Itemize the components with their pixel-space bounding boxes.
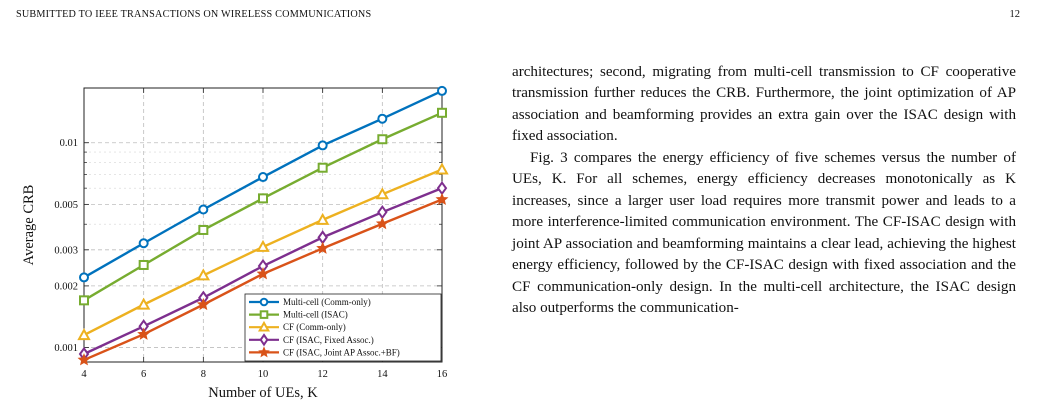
data-point — [138, 259, 149, 270]
legend-marker — [259, 333, 269, 347]
data-point — [256, 239, 270, 252]
y-tick-label: 0.01 — [60, 138, 78, 149]
data-point — [377, 134, 388, 145]
y-tick-label: 0.002 — [54, 281, 78, 292]
x-tick-label: 10 — [258, 369, 269, 380]
data-point — [77, 328, 91, 341]
series-5 — [77, 192, 449, 366]
data-point — [136, 297, 151, 310]
legend-label: CF (ISAC, Joint AP Assoc.+BF) — [283, 347, 400, 357]
data-point — [437, 85, 447, 96]
body-text: architectures; second, migrating from mu… — [512, 62, 1016, 319]
legend-marker — [259, 310, 269, 319]
data-point — [435, 162, 449, 175]
data-point — [137, 327, 151, 340]
y-axis-label: Average CRB — [21, 185, 37, 266]
page-number: 12 — [1009, 9, 1021, 20]
data-point — [436, 180, 448, 196]
x-tick-label: 16 — [437, 369, 448, 380]
data-point — [258, 172, 268, 183]
series-1 — [79, 85, 447, 283]
data-point — [198, 224, 209, 235]
journal-header: SUBMITTED TO IEEE TRANSACTIONS ON WIRELE… — [16, 9, 372, 20]
data-point — [435, 192, 449, 206]
x-tick-label: 6 — [141, 369, 146, 380]
legend-label: Multi-cell (ISAC) — [283, 310, 348, 320]
data-point — [316, 241, 330, 254]
x-tick-label: 4 — [81, 369, 87, 380]
data-point — [375, 216, 389, 230]
data-point — [377, 113, 388, 124]
data-point — [196, 297, 210, 311]
data-point — [317, 230, 328, 245]
data-point — [79, 272, 89, 283]
legend-marker — [257, 320, 271, 332]
plot-frame — [83, 87, 443, 363]
x-tick-label: 8 — [201, 369, 206, 380]
x-tick-label: 14 — [377, 369, 388, 380]
legend-marker — [258, 346, 270, 358]
paragraph-1: architectures; second, migrating from mu… — [512, 64, 1016, 145]
data-point — [77, 353, 91, 366]
legend-label: Multi-cell (Comm-only) — [283, 297, 371, 307]
series-3 — [77, 162, 449, 341]
data-point — [256, 267, 270, 280]
legend-label: CF (Comm-only) — [283, 322, 346, 332]
data-point — [315, 212, 330, 225]
legend-marker — [259, 297, 269, 307]
crb-line-chart: 0.001 0.002 0.003 0.005 0.01 4 6 8 10 12 14 16 Numbe… — [21, 85, 449, 401]
data-point — [375, 187, 390, 200]
data-point — [79, 295, 89, 306]
data-point — [258, 193, 268, 204]
y-tick-label: 0.001 — [54, 343, 78, 354]
paragraph-2: Fig. 3 compares the energy efficiency of… — [512, 149, 1016, 316]
data-point — [437, 107, 447, 118]
data-point — [196, 268, 211, 281]
x-tick-label: 12 — [317, 369, 328, 380]
data-point — [198, 204, 209, 215]
data-point — [317, 140, 328, 151]
legend-label: CF (ISAC, Fixed Assoc.) — [283, 335, 374, 345]
data-point — [377, 204, 388, 220]
x-axis-label: Number of UEs, K — [208, 385, 318, 401]
legend: Multi-cell (Comm-only) Multi-cell (ISAC) C… — [244, 293, 442, 362]
series-2 — [79, 107, 447, 306]
y-tick-label: 0.003 — [54, 245, 78, 256]
data-point — [138, 238, 149, 249]
data-point — [317, 162, 328, 173]
y-tick-label: 0.005 — [54, 200, 78, 211]
